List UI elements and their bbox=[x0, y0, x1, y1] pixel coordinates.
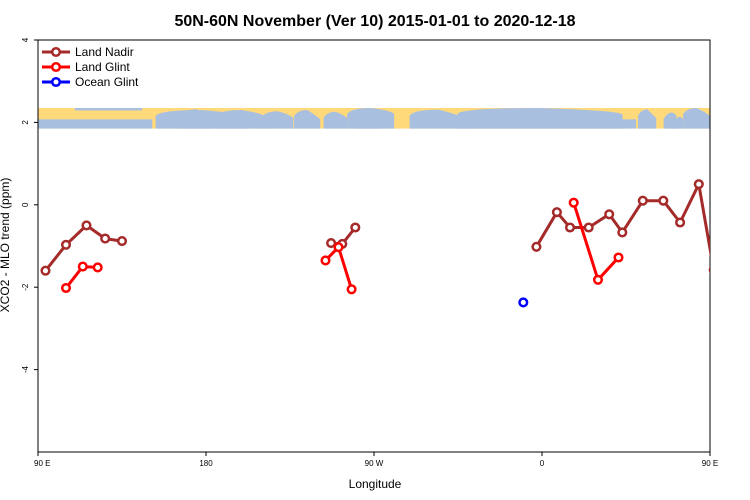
series-clip-group bbox=[40, 179, 750, 308]
data-point-land-glint bbox=[592, 274, 604, 285]
map-ocean-region bbox=[671, 116, 684, 129]
x-tick-label: 90 W bbox=[365, 459, 384, 468]
world-map-strip bbox=[38, 107, 710, 129]
legend-label-land-nadir: Land Nadir bbox=[75, 45, 134, 59]
chart-title: 50N-60N November (Ver 10) 2015-01-01 to … bbox=[174, 13, 575, 30]
series-layer bbox=[40, 179, 750, 308]
data-point-land-nadir bbox=[658, 195, 669, 206]
legend-label-land-glint: Land Glint bbox=[75, 60, 130, 74]
series-land-glint bbox=[60, 197, 750, 295]
x-tick-label: 180 bbox=[199, 459, 213, 468]
plot-frame bbox=[37, 39, 711, 453]
y-tick-label: 0 bbox=[21, 202, 30, 207]
y-tick-label: 2 bbox=[21, 120, 30, 125]
map-ocean-region bbox=[261, 111, 294, 129]
map-ocean-region bbox=[356, 114, 381, 129]
data-point-land-glint bbox=[346, 284, 357, 295]
data-point-land-nadir bbox=[731, 241, 739, 249]
data-point-land-nadir bbox=[81, 220, 92, 231]
series-ocean-glint bbox=[518, 297, 529, 308]
data-point-land-glint bbox=[731, 284, 739, 292]
data-point-land-nadir bbox=[637, 195, 648, 206]
data-point-land-nadir bbox=[708, 266, 710, 274]
map-ocean-region bbox=[683, 107, 710, 129]
x-axis-label: Longitude bbox=[349, 477, 402, 491]
data-point-land-nadir bbox=[675, 217, 686, 228]
map-ocean-region bbox=[216, 110, 267, 129]
y-axis-label: XCO2 - MLO trend (ppm) bbox=[0, 178, 12, 313]
y-tick-label: -4 bbox=[21, 365, 30, 373]
data-point-land-nadir bbox=[604, 209, 615, 220]
legend-marker-land-glint bbox=[50, 61, 62, 73]
legend-marker-land-nadir bbox=[50, 46, 62, 58]
data-point-land-nadir bbox=[60, 239, 72, 250]
legend-item-land-glint: Land Glint bbox=[42, 60, 130, 74]
map-ocean-region bbox=[409, 109, 469, 129]
data-point-land-nadir bbox=[583, 222, 594, 233]
y-axis: 4 2 0 -2 -4 bbox=[21, 37, 38, 373]
data-point-land-nadir bbox=[100, 233, 111, 244]
data-point-land-glint bbox=[613, 252, 624, 263]
map-ocean-region bbox=[38, 119, 153, 129]
data-point-ocean-glint bbox=[518, 297, 529, 308]
data-point-land-nadir bbox=[531, 241, 542, 252]
data-point-land-nadir bbox=[116, 236, 128, 247]
y-tick-label: 4 bbox=[21, 37, 30, 42]
map-ocean-region bbox=[74, 107, 143, 111]
x-tick-label: 90 E bbox=[34, 459, 50, 468]
data-point-land-nadir bbox=[350, 222, 361, 233]
legend-marker-ocean-glint bbox=[50, 76, 62, 88]
data-point-land-nadir bbox=[564, 222, 576, 233]
map-ocean-region bbox=[323, 111, 348, 129]
series-line-land-glint bbox=[734, 267, 750, 288]
map-ocean-region bbox=[638, 109, 657, 129]
y-tick-label: -2 bbox=[21, 283, 30, 291]
data-point-land-nadir bbox=[326, 238, 337, 249]
data-point-land-nadir bbox=[551, 207, 562, 218]
series-line-land-glint bbox=[324, 245, 354, 290]
map-ocean-region bbox=[468, 119, 637, 129]
data-point-land-glint bbox=[60, 282, 72, 294]
data-point-land-nadir bbox=[40, 265, 51, 276]
data-point-land-nadir bbox=[693, 179, 704, 190]
series-land-nadir bbox=[40, 179, 739, 276]
legend-item-ocean-glint: Ocean Glint bbox=[42, 75, 139, 89]
map-ocean-region bbox=[181, 109, 213, 129]
data-point-land-glint bbox=[333, 242, 344, 253]
data-point-land-nadir bbox=[617, 227, 628, 238]
data-point-land-glint bbox=[320, 255, 331, 266]
x-tick-label: 90 E bbox=[702, 459, 718, 468]
legend-item-land-nadir: Land Nadir bbox=[42, 45, 134, 59]
data-point-land-glint bbox=[77, 261, 88, 272]
map-ocean-region bbox=[294, 110, 321, 129]
data-point-land-glint bbox=[568, 197, 579, 208]
x-tick-label: 0 bbox=[540, 459, 545, 468]
legend-label-ocean-glint: Ocean Glint bbox=[75, 75, 139, 89]
data-point-land-glint bbox=[92, 262, 103, 273]
